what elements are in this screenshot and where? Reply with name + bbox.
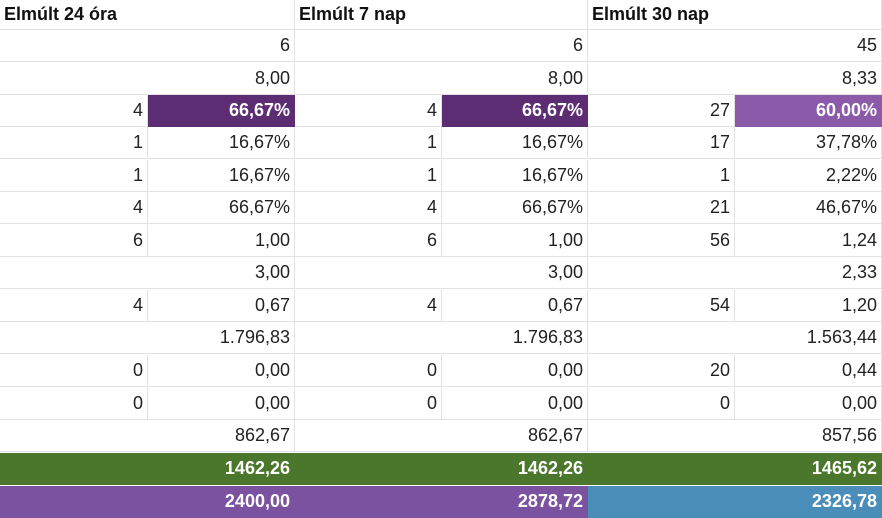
value-cell[interactable]: 6 bbox=[295, 30, 588, 62]
value-cell[interactable]: 1.796,83 bbox=[0, 322, 295, 354]
value-cell[interactable]: 16,67% bbox=[148, 127, 295, 159]
value-cell[interactable]: 862,67 bbox=[0, 420, 295, 452]
count-cell[interactable]: 4 bbox=[0, 192, 148, 224]
value-cell[interactable]: 16,67% bbox=[442, 160, 588, 192]
value-cell[interactable]: 0,67 bbox=[442, 290, 588, 322]
count-cell[interactable]: 4 bbox=[295, 290, 442, 322]
value-cell[interactable]: 0,67 bbox=[148, 290, 295, 322]
value-cell[interactable]: 45 bbox=[588, 30, 882, 62]
count-cell[interactable]: 20 bbox=[588, 355, 735, 387]
count-cell[interactable]: 4 bbox=[295, 192, 442, 224]
value-cell[interactable]: 16,67% bbox=[148, 160, 295, 192]
count-cell[interactable]: 6 bbox=[295, 225, 442, 257]
count-cell[interactable]: 1 bbox=[295, 160, 442, 192]
value-cell[interactable]: 857,56 bbox=[588, 420, 882, 452]
value-cell[interactable]: 1,00 bbox=[442, 225, 588, 257]
count-cell[interactable]: 4 bbox=[0, 290, 148, 322]
value-cell[interactable]: 46,67% bbox=[735, 192, 882, 224]
value-cell[interactable]: 1,24 bbox=[735, 225, 882, 257]
value-cell[interactable]: 0,00 bbox=[735, 388, 882, 420]
value-cell[interactable]: 66,67% bbox=[442, 192, 588, 224]
value-cell[interactable]: 66,67% bbox=[148, 192, 295, 224]
value-cell[interactable]: 0,44 bbox=[735, 355, 882, 387]
count-cell[interactable]: 4 bbox=[295, 95, 442, 127]
value-cell[interactable]: 1.563,44 bbox=[588, 322, 882, 354]
total-cell[interactable]: 2400,00 bbox=[0, 486, 295, 518]
total-cell[interactable]: 1462,26 bbox=[0, 453, 295, 485]
count-cell[interactable]: 0 bbox=[0, 388, 148, 420]
count-cell[interactable]: 0 bbox=[0, 355, 148, 387]
column-header[interactable]: Elmúlt 30 nap bbox=[588, 0, 882, 30]
value-cell[interactable]: 8,00 bbox=[295, 63, 588, 95]
value-cell[interactable]: 37,78% bbox=[735, 127, 882, 159]
value-cell[interactable]: 60,00% bbox=[735, 95, 882, 127]
value-cell[interactable]: 0,00 bbox=[148, 388, 295, 420]
count-cell[interactable]: 1 bbox=[295, 127, 442, 159]
value-cell[interactable]: 2,22% bbox=[735, 160, 882, 192]
count-cell[interactable]: 54 bbox=[588, 290, 735, 322]
value-cell[interactable]: 16,67% bbox=[442, 127, 588, 159]
value-cell[interactable]: 8,33 bbox=[588, 63, 882, 95]
value-cell[interactable]: 862,67 bbox=[295, 420, 588, 452]
count-cell[interactable]: 0 bbox=[295, 355, 442, 387]
value-cell[interactable]: 6 bbox=[0, 30, 295, 62]
total-cell[interactable]: 2326,78 bbox=[588, 486, 882, 518]
value-cell[interactable]: 0,00 bbox=[148, 355, 295, 387]
count-cell[interactable]: 56 bbox=[588, 225, 735, 257]
count-cell[interactable]: 1 bbox=[588, 160, 735, 192]
count-cell[interactable]: 0 bbox=[295, 388, 442, 420]
value-cell[interactable]: 8,00 bbox=[0, 63, 295, 95]
value-cell[interactable]: 66,67% bbox=[148, 95, 295, 127]
value-cell[interactable]: 1,20 bbox=[735, 290, 882, 322]
count-cell[interactable]: 21 bbox=[588, 192, 735, 224]
value-cell[interactable]: 1.796,83 bbox=[295, 322, 588, 354]
count-cell[interactable]: 27 bbox=[588, 95, 735, 127]
value-cell[interactable]: 66,67% bbox=[442, 95, 588, 127]
value-cell[interactable]: 0,00 bbox=[442, 388, 588, 420]
column-header[interactable]: Elmúlt 7 nap bbox=[295, 0, 588, 30]
count-cell[interactable]: 1 bbox=[0, 160, 148, 192]
count-cell[interactable]: 6 bbox=[0, 225, 148, 257]
total-cell[interactable]: 1465,62 bbox=[588, 453, 882, 485]
value-cell[interactable]: 2,33 bbox=[588, 257, 882, 289]
count-cell[interactable]: 4 bbox=[0, 95, 148, 127]
count-cell[interactable]: 17 bbox=[588, 127, 735, 159]
total-cell[interactable]: 1462,26 bbox=[295, 453, 588, 485]
value-cell[interactable]: 3,00 bbox=[0, 257, 295, 289]
count-cell[interactable]: 0 bbox=[588, 388, 735, 420]
value-cell[interactable]: 0,00 bbox=[442, 355, 588, 387]
total-cell[interactable]: 2878,72 bbox=[295, 486, 588, 518]
count-cell[interactable]: 1 bbox=[0, 127, 148, 159]
value-cell[interactable]: 1,00 bbox=[148, 225, 295, 257]
column-header[interactable]: Elmúlt 24 óra bbox=[0, 0, 295, 30]
value-cell[interactable]: 3,00 bbox=[295, 257, 588, 289]
